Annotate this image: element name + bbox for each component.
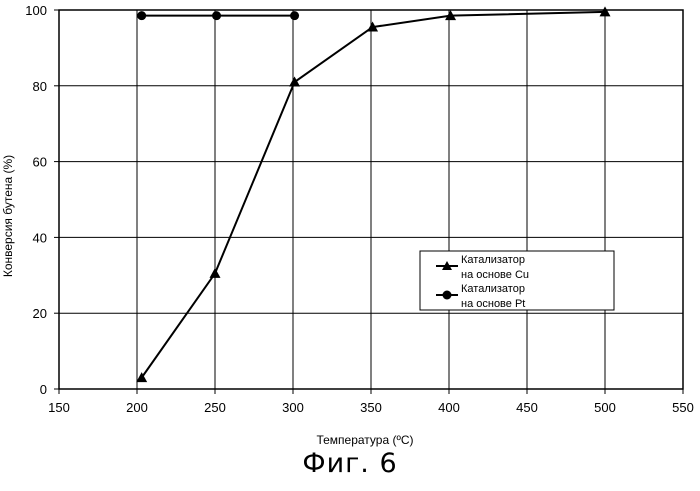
data-point-pt-2 [290, 11, 299, 20]
x-tick-label-450: 450 [516, 400, 538, 415]
legend-label-pt-line1: Катализатор [461, 283, 525, 295]
y-axis-title: Конверсия бутена (%) [1, 155, 15, 277]
data-point-cu-2 [289, 77, 300, 87]
y-tick-label-20: 20 [33, 306, 47, 321]
y-tick-label-60: 60 [33, 155, 47, 170]
series [136, 6, 610, 382]
x-tick-label-150: 150 [48, 400, 70, 415]
legend-label-cu-line2: на основе Cu [461, 269, 529, 281]
figure-caption: Фиг. 6 [0, 448, 700, 479]
data-point-cu-1 [210, 268, 221, 278]
x-tick-label-300: 300 [282, 400, 304, 415]
x-axis-title: Температура (ºC) [316, 433, 413, 447]
series-cu [136, 6, 610, 382]
data-point-pt-0 [137, 11, 146, 20]
y-tick-label-40: 40 [33, 230, 47, 245]
legend-label-pt-line2: на основе Pt [461, 298, 525, 310]
y-tick-label-0: 0 [40, 382, 47, 397]
x-tick-label-250: 250 [204, 400, 226, 415]
x-tick-label-550: 550 [672, 400, 694, 415]
x-tick-label-400: 400 [438, 400, 460, 415]
series-pt [137, 11, 299, 20]
legend-marker-pt-circle [443, 291, 452, 300]
legend-label-cu-line1: Катализатор [461, 254, 525, 266]
x-tick-label-500: 500 [594, 400, 616, 415]
y-tick-label-100: 100 [25, 3, 47, 18]
data-point-pt-1 [212, 11, 221, 20]
x-tick-label-350: 350 [360, 400, 382, 415]
grid [59, 10, 683, 389]
y-tick-labels: 0 20 40 60 80 100 [25, 3, 59, 397]
legend: Катализатор на основе Cu Катализатор на … [420, 251, 614, 310]
series-line-cu [142, 12, 605, 378]
x-tick-label-200: 200 [126, 400, 148, 415]
y-tick-label-80: 80 [33, 79, 47, 94]
x-tick-labels: 150 200 250 300 350 400 450 500 550 [48, 389, 694, 415]
